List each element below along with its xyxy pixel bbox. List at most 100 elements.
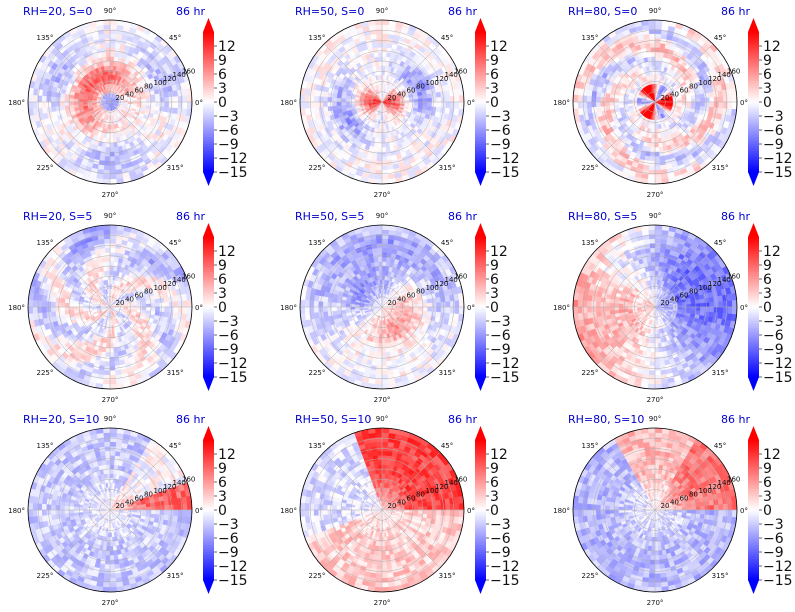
colorbar-tick-label: −9 — [218, 137, 239, 153]
radial-tick-label: 60 — [135, 86, 144, 94]
field-cell — [103, 28, 111, 35]
field-cell — [609, 93, 615, 99]
field-cell — [435, 106, 442, 113]
field-cell — [381, 51, 387, 57]
time-label: 86 hr — [721, 5, 750, 18]
field-cell — [50, 96, 56, 103]
field-cell — [300, 101, 306, 110]
field-cell — [59, 101, 65, 107]
field-cell — [727, 95, 733, 103]
radial-tick-label: 40 — [125, 90, 134, 98]
field-cell — [604, 101, 610, 107]
field-cell — [154, 105, 161, 111]
field-cell — [50, 101, 56, 108]
angle-tick-label: 270° — [647, 191, 664, 199]
field-cell — [377, 142, 383, 148]
angle-tick-label: 225° — [309, 164, 326, 172]
field-cell — [436, 96, 442, 103]
field-cell — [150, 97, 156, 103]
angle-tick-label: 135° — [582, 34, 599, 42]
radial-tick-label: 60 — [407, 86, 416, 94]
field-cell — [141, 101, 147, 106]
field-cell — [654, 24, 662, 30]
field-cell — [654, 42, 661, 48]
field-cell — [658, 51, 664, 58]
field-cell — [659, 47, 665, 53]
field-cell — [336, 97, 342, 103]
field-cell — [731, 101, 737, 110]
angle-tick-label: 45° — [169, 34, 181, 42]
field-cell — [104, 156, 111, 162]
field-cell — [722, 95, 729, 103]
polar-panel: 20 40 60 80 10012014016090°45°0°315°270°225°… — [8, 5, 247, 199]
field-cell — [458, 101, 464, 110]
radial-tick-label: 140 — [173, 71, 186, 79]
field-cell — [573, 101, 579, 110]
colorbar-segment — [203, 123, 214, 126]
colorbar-extend-min — [475, 172, 486, 186]
field-cell — [68, 303, 74, 308]
angle-tick-label: 315° — [167, 164, 184, 172]
colorbar-extend-max — [748, 18, 759, 32]
field-cell — [102, 137, 108, 144]
field-cell — [654, 33, 662, 39]
radial-tick-label: 100 — [154, 79, 167, 87]
field-cell — [658, 56, 664, 62]
colorbar-segment — [203, 97, 214, 101]
field-cell — [613, 98, 619, 103]
field-cell — [371, 155, 378, 162]
colorbar-segment — [203, 60, 214, 63]
grid-spoke — [109, 101, 169, 161]
field-cell — [654, 156, 661, 162]
radial-tick-label: 80 — [416, 83, 425, 91]
polar-panel: 20 40 60 80 10012014016090°45°0°315°270°225°… — [280, 5, 519, 199]
field-cell — [107, 334, 111, 340]
field-cell — [186, 94, 192, 103]
colorbar-segment — [203, 74, 214, 77]
field-cell — [377, 147, 383, 153]
colorbar-segment — [203, 113, 214, 117]
field-cell — [650, 56, 656, 62]
field-cell — [177, 95, 184, 103]
field-cell — [378, 133, 383, 139]
colorbar-segment — [203, 130, 214, 133]
field-cell — [105, 347, 111, 353]
colorbar-segment — [203, 85, 214, 89]
field-cell — [699, 105, 706, 111]
field-cell — [182, 95, 188, 103]
field-cell — [381, 24, 389, 30]
field-cell — [379, 124, 383, 130]
colorbar-segment — [203, 71, 214, 75]
colorbar-segment — [203, 78, 214, 82]
field-cell — [379, 129, 383, 135]
colorbar-segment — [203, 90, 214, 94]
time-label: 86 hr — [176, 5, 205, 18]
field-cell — [105, 56, 111, 62]
field-cell — [381, 56, 387, 62]
field-cell — [652, 129, 656, 135]
field-cell — [652, 124, 656, 130]
field-cell — [173, 101, 179, 109]
field-cell — [109, 256, 115, 262]
field-cell — [336, 101, 342, 107]
field-cell — [695, 101, 701, 107]
colorbar-tick-label: −3 — [218, 109, 239, 125]
field-cell — [431, 106, 437, 112]
field-cell — [654, 174, 662, 180]
field-cell — [331, 93, 338, 99]
angle-tick-label: 135° — [309, 34, 326, 42]
field-cell — [595, 91, 602, 98]
colorbar-segment — [203, 118, 214, 122]
field-cell — [327, 92, 333, 98]
colorbar-tick-label: −15 — [490, 165, 520, 181]
colorbar-segment — [203, 104, 214, 108]
colorbar-segment — [203, 162, 214, 166]
colorbar-extend-min — [203, 172, 214, 186]
field-cell — [349, 99, 355, 103]
colorbar-tick-label: 9 — [218, 53, 227, 69]
field-cell — [109, 169, 117, 176]
colorbar-segment — [203, 106, 214, 110]
